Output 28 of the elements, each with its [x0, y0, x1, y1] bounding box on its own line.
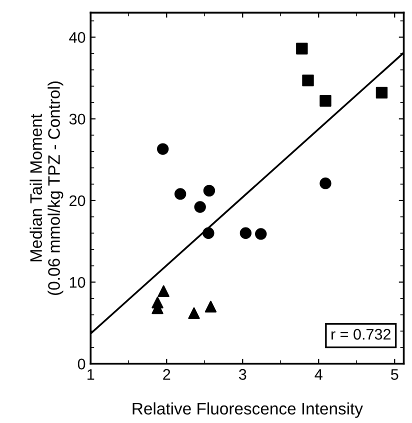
annotation: r = 0.732 — [332, 328, 390, 340]
point — [296, 42, 308, 54]
y-tick-label: 0 — [78, 358, 86, 370]
x-tick-label: 2 — [163, 369, 170, 380]
x-tick-label: 1 — [88, 369, 94, 380]
y-tick-label: 40 — [69, 32, 86, 43]
point — [156, 143, 169, 155]
point — [188, 307, 200, 320]
point — [376, 86, 388, 99]
point — [302, 74, 314, 86]
x-tick-label: 5 — [391, 369, 398, 380]
point — [240, 227, 252, 239]
y-axis-title: Median Tail Moment (0.06 mmol/kg TPZ - Control) — [30, 82, 64, 295]
x-axis-title: Relative Fluorescence Intensity — [132, 402, 363, 418]
point — [203, 184, 216, 197]
point — [194, 201, 206, 213]
point — [320, 95, 332, 107]
point — [202, 227, 214, 239]
point — [158, 285, 170, 297]
y-tick-label: 20 — [70, 195, 86, 206]
point — [320, 177, 332, 190]
point — [204, 300, 217, 312]
y-tick-label: 30 — [69, 114, 86, 125]
point — [255, 228, 267, 240]
point — [174, 188, 186, 200]
y-tick-label: 10 — [70, 277, 86, 288]
x-tick-label: 4 — [314, 369, 322, 380]
x-tick-label: 3 — [238, 369, 246, 380]
